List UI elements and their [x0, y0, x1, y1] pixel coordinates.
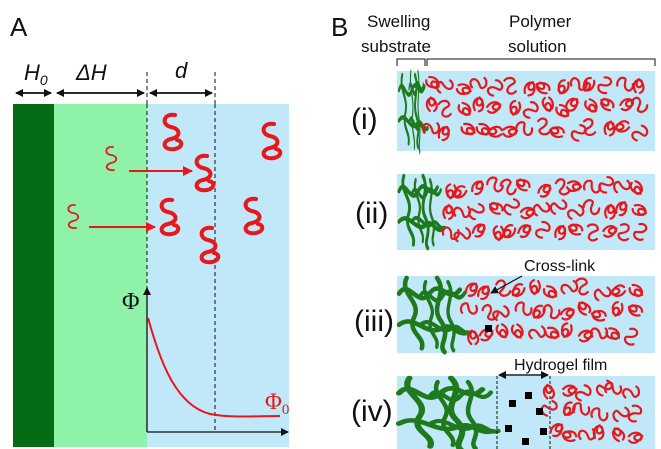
- header-substrate: substrate: [361, 37, 431, 56]
- crosslink-marker: [540, 428, 547, 435]
- crosslink-pointer: [490, 275, 523, 294]
- solution-layer: [147, 104, 289, 447]
- stage-rows: (i) (ii) (iii) (iv): [351, 71, 655, 449]
- header-swelling: Swelling: [367, 12, 430, 31]
- stage-label: (i): [351, 103, 378, 136]
- swollen-layer: [54, 104, 147, 447]
- crosslink-marker: [505, 425, 512, 432]
- bracket-substrate: [396, 58, 426, 66]
- crosslink-marker: [525, 392, 532, 399]
- stage-label: (iv): [351, 395, 393, 428]
- concentration-plot: Φ Φ0: [122, 287, 289, 436]
- crosslinks: [485, 325, 547, 445]
- phi0-label: Φ0: [265, 389, 289, 418]
- crosslink-marker: [536, 408, 543, 415]
- annotation-hydrogel-film: Hydrogel film: [514, 357, 607, 374]
- substrate-layer: [13, 104, 54, 447]
- stage-label: (iii): [354, 305, 394, 338]
- header-solution: solution: [508, 37, 567, 56]
- header-polymer: Polymer: [509, 12, 572, 31]
- label-d: d: [175, 58, 188, 83]
- panel-a-letter: A: [10, 12, 28, 42]
- crosslink-marker: [485, 325, 492, 332]
- panel-b-letter: B: [331, 12, 348, 42]
- phi-label: Φ: [122, 289, 140, 315]
- concentration-profile: [147, 317, 281, 418]
- panel-a-layers: [13, 104, 289, 447]
- crosslink-marker: [509, 400, 516, 407]
- bracket-solution: [426, 58, 656, 66]
- stage-label: (ii): [355, 197, 388, 230]
- dimension-labels: H0 ΔH d: [15, 58, 216, 104]
- label-h0: H0: [24, 60, 48, 88]
- crosslink-marker: [522, 438, 529, 445]
- annotation-crosslink: Cross-link: [524, 258, 596, 275]
- label-delta-h: ΔH: [75, 60, 107, 85]
